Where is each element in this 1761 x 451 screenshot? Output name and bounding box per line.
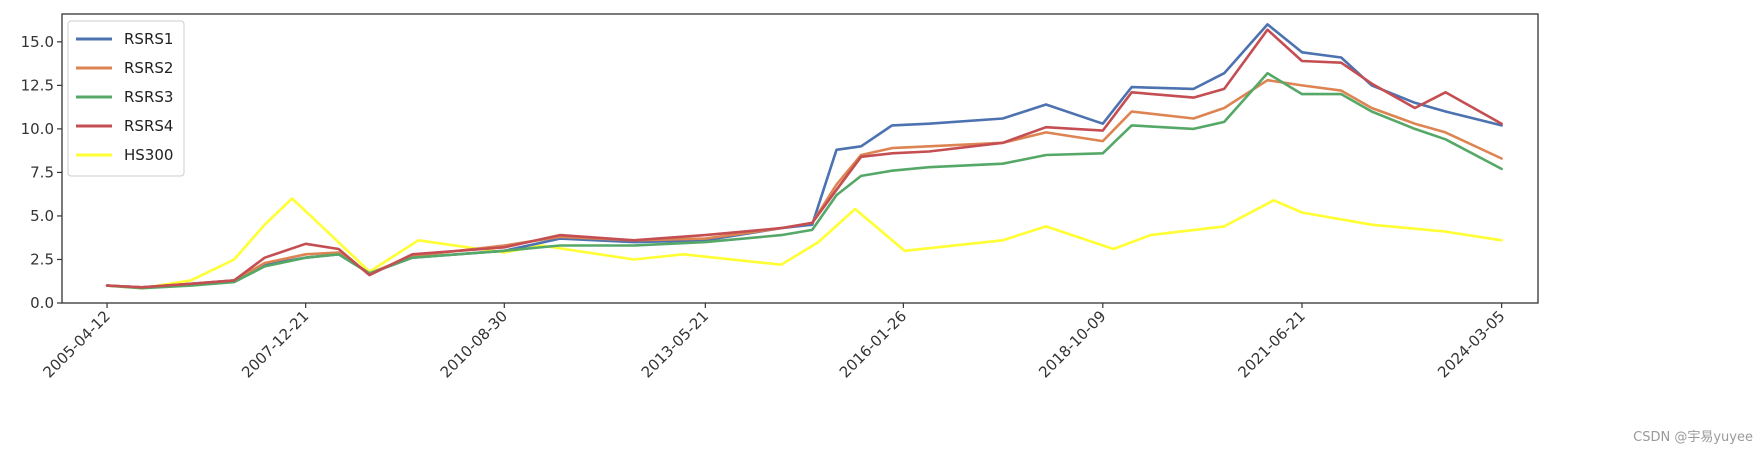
legend: RSRS1 RSRS2 RSRS3 RSRS4 HS300 [67, 20, 185, 177]
x-tick-label: 2018-10-09 [1035, 307, 1109, 381]
x-tick-label: 2016-01-26 [836, 307, 910, 381]
series-line-rsrs3 [105, 71, 1503, 290]
x-tick-label: 2013-05-21 [638, 307, 712, 381]
x-axis: 2005-04-12 2007-12-21 2010-08-30 2013-05-21… [40, 303, 1508, 381]
legend-label-rsrs4: RSRS4 [124, 117, 173, 135]
x-tick-label: 2007-12-21 [238, 307, 312, 381]
y-axis: 0.0 2.5 5.0 7.5 10.0 12.5 15.0 [21, 33, 62, 312]
series-line-rsrs4 [105, 28, 1503, 289]
y-tick-label: 7.5 [30, 163, 54, 181]
watermark: CSDN @宇易yuyee [1633, 430, 1753, 445]
series-layer [105, 23, 1503, 290]
y-tick-label: 5.0 [30, 207, 54, 225]
y-tick-label: 10.0 [21, 120, 54, 138]
x-tick-label: 2005-04-12 [40, 307, 114, 381]
x-tick-label: 2021-06-21 [1234, 307, 1308, 381]
series-line-rsrs2 [105, 78, 1503, 289]
y-tick-label: 2.5 [30, 250, 54, 268]
legend-label-rsrs3: RSRS3 [124, 88, 173, 106]
x-tick-label: 2010-08-30 [437, 307, 511, 381]
series-line-hs300 [105, 197, 1503, 290]
legend-label-hs300: HS300 [124, 146, 173, 164]
y-tick-label: 12.5 [21, 76, 54, 94]
legend-box [67, 20, 185, 177]
x-tick-label: 2024-03-05 [1434, 307, 1508, 381]
y-tick-label: 0.0 [30, 294, 54, 312]
y-tick-label: 15.0 [21, 33, 54, 51]
legend-label-rsrs1: RSRS1 [124, 30, 173, 48]
legend-label-rsrs2: RSRS2 [124, 59, 173, 77]
